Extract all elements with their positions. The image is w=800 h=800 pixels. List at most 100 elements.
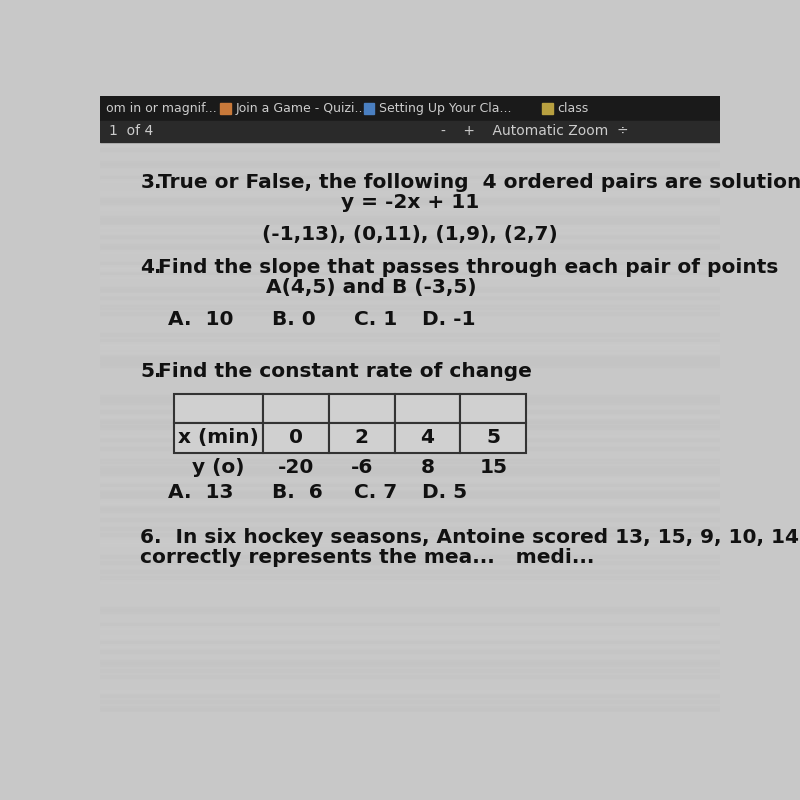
Bar <box>100 364 720 367</box>
Bar <box>100 407 720 410</box>
Bar <box>100 188 720 191</box>
Bar <box>100 595 720 598</box>
Bar <box>100 373 720 376</box>
Text: C. 1: C. 1 <box>354 310 397 329</box>
Text: -    +    Automatic Zoom  ÷: - + Automatic Zoom ÷ <box>441 125 629 138</box>
Bar <box>460 394 526 423</box>
Bar <box>100 321 720 324</box>
Bar <box>100 539 720 542</box>
Bar <box>100 352 720 354</box>
Text: correctly represents the mea...   medi...: correctly represents the mea... medi... <box>140 548 594 567</box>
Bar <box>460 423 526 453</box>
Bar <box>100 376 720 379</box>
Bar <box>100 154 720 158</box>
Bar <box>100 299 720 302</box>
Bar <box>100 629 720 632</box>
Bar <box>100 515 720 518</box>
Bar <box>100 546 720 549</box>
Bar <box>100 422 720 426</box>
Bar <box>100 534 720 537</box>
Bar <box>100 644 720 647</box>
Text: 5: 5 <box>486 428 500 447</box>
Bar <box>100 250 720 253</box>
Text: x (min): x (min) <box>178 428 258 447</box>
Text: Find the slope that passes through each pair of points: Find the slope that passes through each … <box>158 258 778 277</box>
Bar <box>100 592 720 595</box>
Bar <box>174 423 262 453</box>
Bar <box>100 226 720 229</box>
Text: True or False, the following  4 ordered pairs are solutions to: True or False, the following 4 ordered p… <box>158 173 800 192</box>
Text: D. -1: D. -1 <box>422 310 475 329</box>
Bar <box>262 394 329 423</box>
Bar <box>100 389 720 392</box>
Bar <box>100 706 720 709</box>
Bar <box>542 103 553 114</box>
Bar <box>100 207 720 210</box>
Text: D. 5: D. 5 <box>422 483 467 502</box>
Bar <box>100 274 720 278</box>
Bar <box>394 423 460 453</box>
Bar <box>100 158 720 161</box>
Text: -20: -20 <box>278 458 314 477</box>
Text: A(4,5) and B (-3,5): A(4,5) and B (-3,5) <box>266 278 477 297</box>
Bar <box>100 121 720 142</box>
Bar <box>100 204 720 207</box>
Bar <box>100 314 720 318</box>
Bar <box>100 327 720 330</box>
Bar <box>174 394 262 423</box>
Bar <box>100 438 720 441</box>
Text: B. 0: B. 0 <box>272 310 316 329</box>
Bar <box>100 518 720 521</box>
Bar <box>100 429 720 432</box>
Text: 15: 15 <box>479 458 507 477</box>
Bar <box>100 669 720 672</box>
Text: class: class <box>558 102 589 115</box>
Bar <box>100 530 720 534</box>
Bar <box>100 96 720 121</box>
Text: (-1,13), (0,11), (1,9), (2,7): (-1,13), (0,11), (1,9), (2,7) <box>262 226 558 244</box>
Bar <box>100 666 720 669</box>
Text: 0: 0 <box>289 428 302 447</box>
Text: om in or magnif...: om in or magnif... <box>106 102 217 115</box>
Bar <box>100 502 720 506</box>
Bar <box>100 293 720 296</box>
Bar <box>100 146 720 148</box>
Bar <box>100 570 720 574</box>
Bar <box>100 466 720 469</box>
Bar <box>100 419 720 422</box>
Bar <box>100 487 720 490</box>
Bar <box>100 222 720 226</box>
Text: C. 7: C. 7 <box>354 483 397 502</box>
Text: B.  6: B. 6 <box>272 483 323 502</box>
Bar <box>100 441 720 444</box>
Bar <box>100 527 720 530</box>
Bar <box>100 259 720 262</box>
Text: Join a Game - Quizi...: Join a Game - Quizi... <box>236 102 367 115</box>
Bar <box>100 675 720 678</box>
Text: Find the constant rate of change: Find the constant rate of change <box>158 362 532 381</box>
Text: 4: 4 <box>421 428 434 447</box>
Bar <box>100 186 720 188</box>
Text: 6.  In six hockey seasons, Antoine scored 13, 15, 9, 10, 14, and 11 g: 6. In six hockey seasons, Antoine scored… <box>140 528 800 547</box>
Bar <box>394 394 460 423</box>
Bar <box>329 423 394 453</box>
Bar <box>100 472 720 475</box>
Text: 8: 8 <box>421 458 434 477</box>
Bar <box>100 678 720 682</box>
Bar <box>100 379 720 382</box>
Bar <box>100 410 720 414</box>
Text: 3.: 3. <box>140 173 162 192</box>
Bar <box>100 394 720 398</box>
Bar <box>262 423 329 453</box>
Bar <box>100 216 720 219</box>
Text: A.  13: A. 13 <box>168 483 234 502</box>
Text: y (ᴏ): y (ᴏ) <box>192 458 245 477</box>
Bar <box>100 542 720 546</box>
Text: y = -2x + 11: y = -2x + 11 <box>341 193 479 212</box>
Text: A.  10: A. 10 <box>168 310 234 329</box>
Bar <box>100 210 720 213</box>
Bar <box>100 382 720 386</box>
Bar <box>100 684 720 687</box>
Bar <box>100 454 720 456</box>
Bar <box>100 346 720 349</box>
